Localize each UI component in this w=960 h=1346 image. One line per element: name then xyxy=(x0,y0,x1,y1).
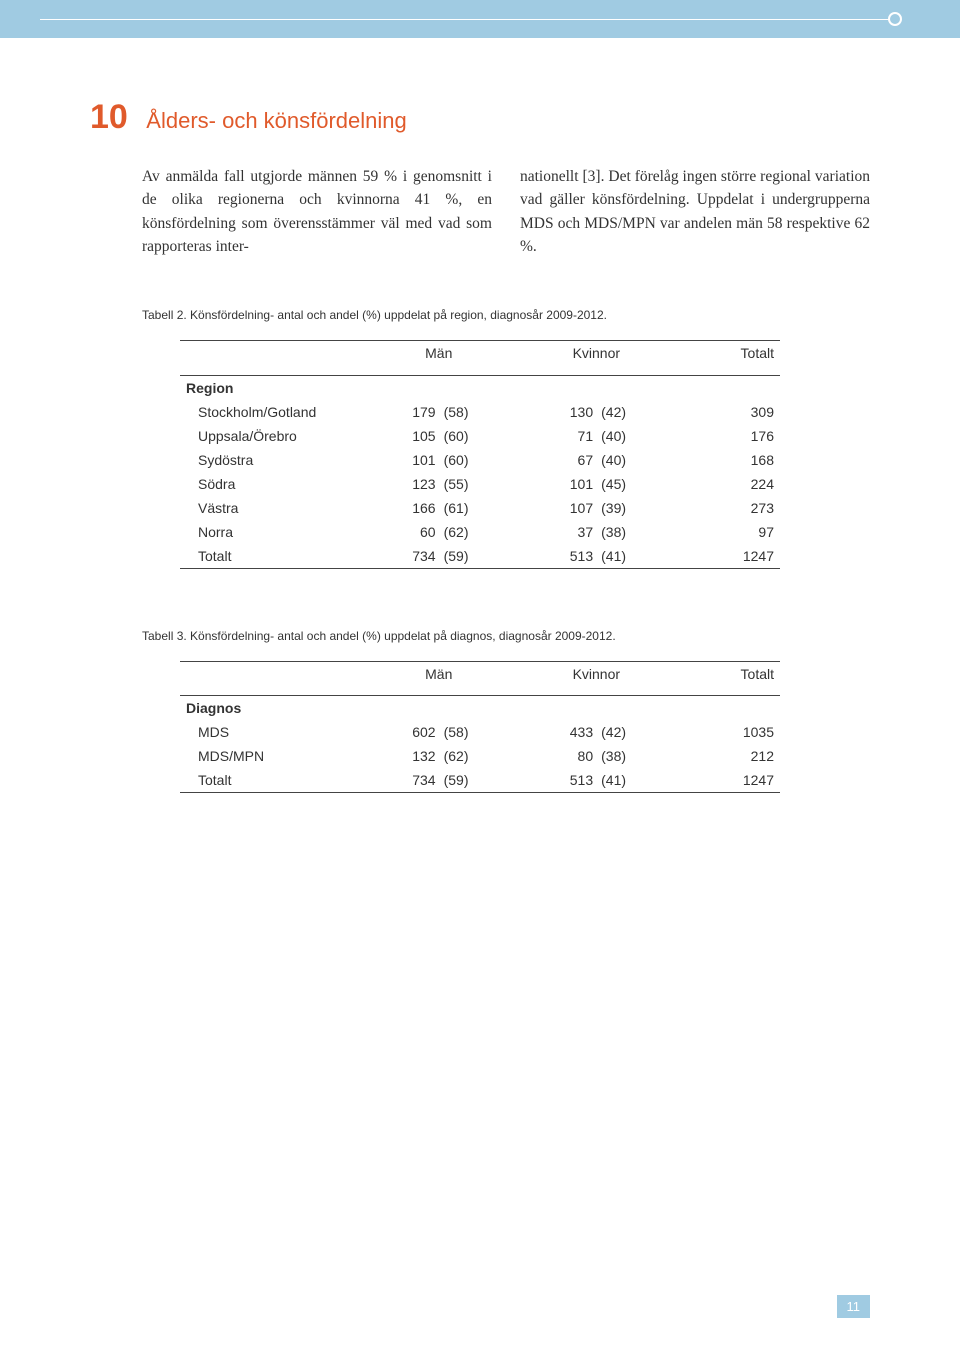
table-cell: (58) xyxy=(442,400,518,424)
table-cell: 123 xyxy=(360,472,442,496)
table2-caption: Tabell 2. Könsfördelning- antal och ande… xyxy=(90,308,870,322)
header-divider-line xyxy=(40,19,890,20)
table-cell: 309 xyxy=(675,400,780,424)
table-cell: 734 xyxy=(360,768,442,793)
table-cell: 101 xyxy=(518,472,600,496)
table-cell: 105 xyxy=(360,424,442,448)
table2-section: Region xyxy=(180,375,780,400)
table-cell: (58) xyxy=(442,720,518,744)
table-cell: 132 xyxy=(360,744,442,768)
table-cell: 1247 xyxy=(675,768,780,793)
table-cell: MDS/MPN xyxy=(180,744,360,768)
table-cell: (41) xyxy=(599,544,675,569)
table-row: Stockholm/Gotland179(58)130(42)309 xyxy=(180,400,780,424)
table-cell: 179 xyxy=(360,400,442,424)
table-cell: 513 xyxy=(518,544,600,569)
table-cell: (62) xyxy=(442,520,518,544)
table-row: Sydöstra101(60)67(40)168 xyxy=(180,448,780,472)
table-cell: 602 xyxy=(360,720,442,744)
table-cell: 166 xyxy=(360,496,442,520)
table3: Män Kvinnor Totalt Diagnos MDS602(58)433… xyxy=(180,661,780,794)
table-cell: 168 xyxy=(675,448,780,472)
table-cell: Uppsala/Örebro xyxy=(180,424,360,448)
table-cell: (55) xyxy=(442,472,518,496)
table2: Män Kvinnor Totalt Region Stockholm/Gotl… xyxy=(180,340,780,569)
table-cell: Stockholm/Gotland xyxy=(180,400,360,424)
table-cell: (61) xyxy=(442,496,518,520)
table-cell: (60) xyxy=(442,424,518,448)
table-cell: (45) xyxy=(599,472,675,496)
table-cell: (40) xyxy=(599,424,675,448)
table-row: Södra123(55)101(45)224 xyxy=(180,472,780,496)
table-cell: Norra xyxy=(180,520,360,544)
table-row: Norra60(62)37(38)97 xyxy=(180,520,780,544)
table-cell: (60) xyxy=(442,448,518,472)
table-row: Totalt734(59)513(41)1247 xyxy=(180,768,780,793)
table-cell: 212 xyxy=(675,744,780,768)
table2-header-totalt: Totalt xyxy=(675,341,780,366)
table-cell: 101 xyxy=(360,448,442,472)
table2-body: Region Stockholm/Gotland179(58)130(42)30… xyxy=(180,375,780,568)
table-row: Västra166(61)107(39)273 xyxy=(180,496,780,520)
page-number: 11 xyxy=(837,1295,871,1318)
table3-header-man: Män xyxy=(360,661,518,686)
table-row: Uppsala/Örebro105(60)71(40)176 xyxy=(180,424,780,448)
chapter-title: 10 Ålders- och könsfördelning xyxy=(90,98,870,137)
page-content: 10 Ålders- och könsfördelning Av anmälda… xyxy=(0,38,960,1346)
table-cell: 97 xyxy=(675,520,780,544)
table3-section: Diagnos xyxy=(180,696,780,721)
table-cell: Totalt xyxy=(180,768,360,793)
table-cell: 71 xyxy=(518,424,600,448)
table-row: Totalt734(59)513(41)1247 xyxy=(180,544,780,569)
table-cell: (38) xyxy=(599,744,675,768)
table-cell: (41) xyxy=(599,768,675,793)
table-cell: (62) xyxy=(442,744,518,768)
chapter-number: 10 xyxy=(90,98,128,136)
body-paragraph: Av anmälda fall utgjorde männen 59 % i g… xyxy=(90,165,870,258)
table-cell: 513 xyxy=(518,768,600,793)
table-cell: (42) xyxy=(599,720,675,744)
table-cell: MDS xyxy=(180,720,360,744)
table-cell: 130 xyxy=(518,400,600,424)
table-cell: (59) xyxy=(442,768,518,793)
table-cell: 734 xyxy=(360,544,442,569)
table2-header-man: Män xyxy=(360,341,518,366)
header-circle-icon xyxy=(888,12,902,26)
table-cell: (38) xyxy=(599,520,675,544)
table-cell: 176 xyxy=(675,424,780,448)
table3-body: Diagnos MDS602(58)433(42)1035MDS/MPN132(… xyxy=(180,696,780,793)
table-cell: 60 xyxy=(360,520,442,544)
table-cell: Totalt xyxy=(180,544,360,569)
table-cell: 1247 xyxy=(675,544,780,569)
table3-header-totalt: Totalt xyxy=(675,661,780,686)
table3-caption: Tabell 3. Könsfördelning- antal och ande… xyxy=(90,629,870,643)
table3-header-kvinnor: Kvinnor xyxy=(518,661,676,686)
table-cell: Södra xyxy=(180,472,360,496)
body-column-right: nationellt [3]. Det förelåg ingen större… xyxy=(520,165,870,258)
table-cell: (39) xyxy=(599,496,675,520)
header-bar xyxy=(0,0,960,38)
table-row: MDS/MPN132(62)80(38)212 xyxy=(180,744,780,768)
table-cell: 433 xyxy=(518,720,600,744)
table2-header-kvinnor: Kvinnor xyxy=(518,341,676,366)
table-cell: 37 xyxy=(518,520,600,544)
table-cell: 224 xyxy=(675,472,780,496)
table-cell: 107 xyxy=(518,496,600,520)
table-cell: 1035 xyxy=(675,720,780,744)
table-cell: (42) xyxy=(599,400,675,424)
table-cell: Västra xyxy=(180,496,360,520)
table-cell: 273 xyxy=(675,496,780,520)
body-column-left: Av anmälda fall utgjorde männen 59 % i g… xyxy=(142,165,492,258)
table-row: MDS602(58)433(42)1035 xyxy=(180,720,780,744)
chapter-name: Ålders- och könsfördelning xyxy=(146,108,406,133)
table-cell: 80 xyxy=(518,744,600,768)
table-cell: (59) xyxy=(442,544,518,569)
table-cell: 67 xyxy=(518,448,600,472)
table-cell: Sydöstra xyxy=(180,448,360,472)
table-cell: (40) xyxy=(599,448,675,472)
